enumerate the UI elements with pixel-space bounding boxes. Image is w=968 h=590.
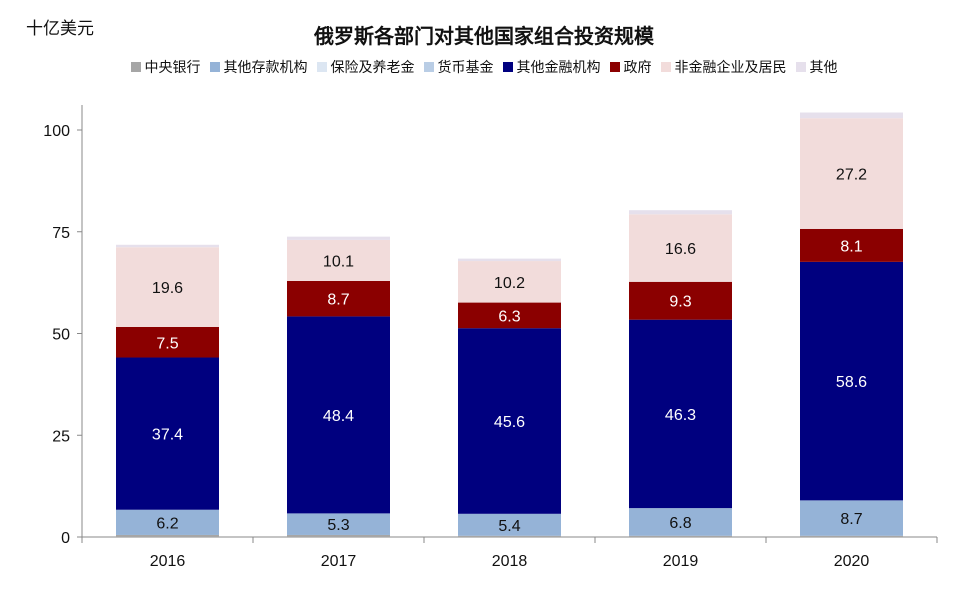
bar-segment (287, 534, 390, 537)
data-label: 6.3 (498, 308, 520, 325)
bar-segment (800, 228, 903, 262)
data-label: 5.4 (498, 518, 520, 535)
y-tick-label: 50 (52, 327, 70, 344)
data-label: 5.3 (327, 517, 349, 534)
bar-segment (629, 508, 732, 536)
y-tick-label: 0 (61, 530, 70, 547)
x-tick-label: 2019 (663, 553, 699, 570)
data-label: 8.7 (840, 511, 862, 528)
bar-segment (287, 239, 390, 281)
legend-item: 货币基金 (423, 57, 494, 77)
bar-segment (458, 258, 561, 262)
bar-segment (116, 534, 219, 537)
data-label: 37.4 (152, 427, 183, 444)
bar-segment (458, 513, 561, 536)
x-tick-label: 2016 (150, 553, 186, 570)
legend-swatch (130, 62, 141, 72)
bar-segment (287, 513, 390, 535)
data-label: 19.6 (152, 280, 183, 297)
bar-segment (629, 281, 732, 320)
bar-segment (800, 261, 903, 501)
legend-swatch (209, 62, 220, 72)
x-tick-label: 2020 (834, 553, 870, 570)
legend-label: 非金融企业及居民 (674, 60, 787, 76)
y-tick-label: 75 (52, 225, 70, 242)
legend-label: 货币基金 (437, 60, 494, 76)
data-label: 6.8 (669, 515, 691, 532)
y-axis-unit-label: 十亿美元 (26, 19, 94, 39)
legend-label: 政府 (623, 60, 652, 76)
bar-segment (800, 118, 903, 229)
y-tick-label: 100 (43, 123, 70, 140)
bar-segment (800, 535, 903, 537)
x-tick-label: 2018 (492, 553, 528, 570)
chart-title: 俄罗斯各部门对其他国家组合投资规模 (314, 24, 654, 48)
data-label: 46.3 (665, 407, 696, 424)
x-tick-label: 2017 (321, 553, 357, 570)
bar-segment (458, 261, 561, 303)
legend-swatch (502, 62, 513, 72)
bar-segment (287, 280, 390, 317)
legend-label: 保险及养老金 (330, 60, 415, 76)
data-label: 27.2 (836, 167, 867, 184)
data-label: 48.4 (323, 408, 354, 425)
legend-label: 中央银行 (144, 60, 201, 76)
bar-segment (629, 210, 732, 215)
bar-segment (629, 535, 732, 537)
bar-segment (116, 357, 219, 510)
legend-item: 非金融企业及居民 (660, 57, 787, 77)
bar-segment (287, 236, 390, 240)
bar-segment (116, 244, 219, 248)
data-label: 16.6 (665, 241, 696, 258)
data-label: 10.1 (323, 253, 354, 270)
data-label: 9.3 (669, 294, 691, 311)
legend-swatch (316, 62, 327, 72)
data-label: 6.2 (156, 515, 178, 532)
legend-label: 其他存款机构 (223, 60, 308, 76)
data-label: 58.6 (836, 374, 867, 391)
bar-segment (116, 509, 219, 535)
legend-item: 其他存款机构 (209, 57, 308, 77)
legend-swatch (423, 62, 434, 72)
bar-segment (800, 500, 903, 536)
legend-item: 保险及养老金 (316, 57, 415, 77)
bar-segment (629, 214, 732, 282)
data-label: 8.7 (327, 292, 349, 309)
bar-segment (458, 302, 561, 329)
legend-item: 政府 (609, 57, 652, 77)
bar-segment (116, 247, 219, 327)
bar-segment (458, 328, 561, 514)
legend-item: 中央银行 (130, 57, 201, 77)
chart-legend: 中央银行 其他存款机构 保险及养老金 货币基金 其他金融机构 政府 非金融企业及居民 其他 (0, 57, 968, 77)
bar-segment (287, 316, 390, 514)
bar-segment (116, 326, 219, 358)
data-label: 8.1 (840, 238, 862, 255)
data-label: 10.2 (494, 275, 525, 292)
legend-label: 其他金融机构 (516, 60, 601, 76)
legend-swatch (795, 62, 806, 72)
data-label: 45.6 (494, 414, 525, 431)
legend-swatch (609, 62, 620, 72)
legend-item: 其他金融机构 (502, 57, 601, 77)
y-tick-label: 25 (52, 428, 70, 445)
data-label: 7.5 (156, 335, 178, 352)
bar-segment (800, 112, 903, 119)
bar-segment (458, 535, 561, 537)
bar-segment (629, 319, 732, 509)
legend-item: 其他 (795, 57, 838, 77)
legend-label: 其他 (809, 60, 838, 76)
legend-swatch (660, 62, 671, 72)
